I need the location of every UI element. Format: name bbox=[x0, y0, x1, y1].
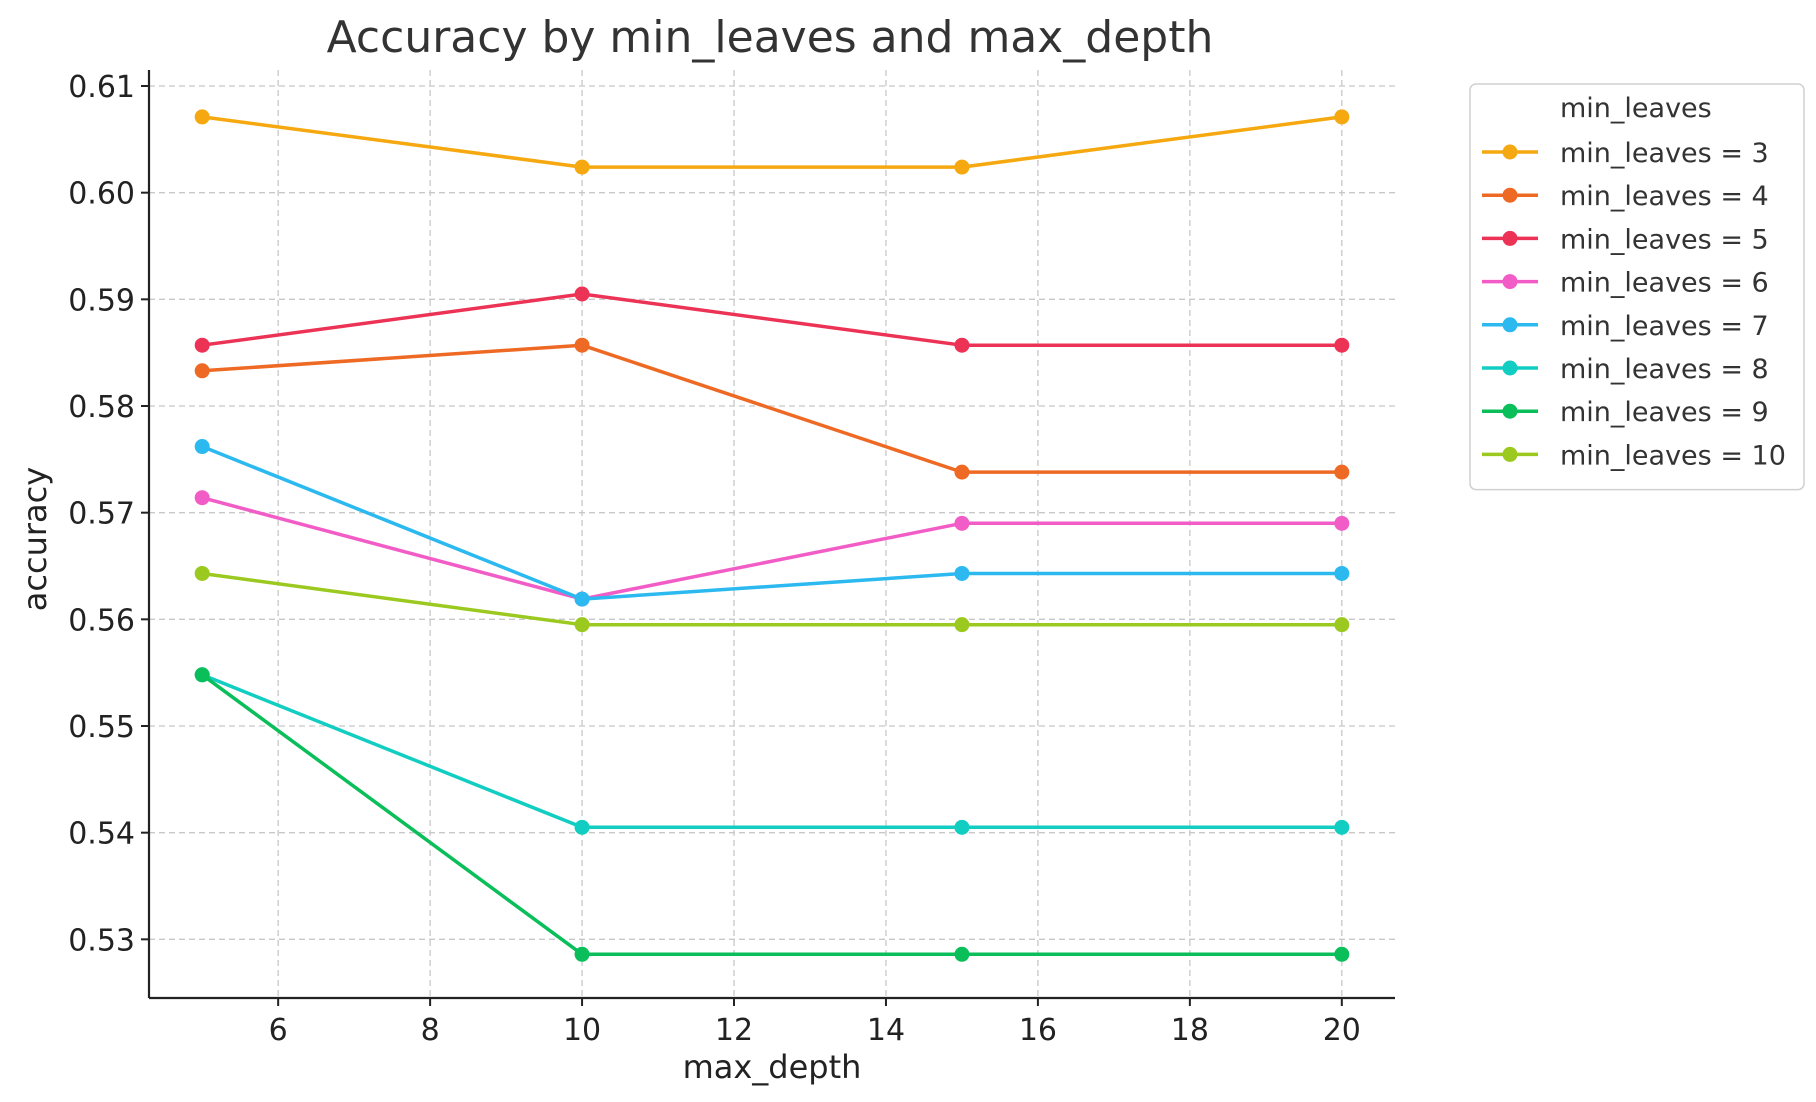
grid bbox=[149, 70, 1395, 998]
series-line bbox=[201, 292, 1342, 347]
legend-label: min_leaves = 9 bbox=[1560, 397, 1769, 428]
data-point bbox=[954, 337, 970, 353]
legend-swatch-marker bbox=[1502, 403, 1518, 419]
data-point bbox=[194, 439, 210, 455]
data-point bbox=[954, 819, 970, 835]
data-point bbox=[1334, 819, 1350, 835]
legend-entry: min_leaves = 10 bbox=[1482, 440, 1786, 471]
data-point bbox=[574, 591, 590, 607]
legend-title: min_leaves bbox=[1560, 93, 1712, 124]
data-point bbox=[1334, 565, 1350, 581]
y-axis-label: accuracy bbox=[16, 467, 54, 611]
chart-title: Accuracy by min_leaves and max_depth bbox=[327, 12, 1214, 63]
y-tick-label: 0.60 bbox=[68, 177, 135, 212]
data-point bbox=[954, 159, 970, 175]
y-tick-label: 0.58 bbox=[68, 390, 135, 425]
data-point bbox=[1334, 337, 1350, 353]
data-point bbox=[574, 946, 590, 962]
legend-entry: min_leaves = 5 bbox=[1482, 224, 1769, 255]
data-point bbox=[1334, 109, 1350, 125]
y-tick-label: 0.55 bbox=[68, 710, 135, 745]
data-point bbox=[1334, 515, 1350, 531]
y-tick-label: 0.57 bbox=[68, 497, 135, 532]
series-line bbox=[202, 343, 1342, 474]
series-line bbox=[201, 496, 1342, 601]
x-tick-label: 10 bbox=[563, 1013, 601, 1048]
series-line bbox=[201, 115, 1343, 169]
series-line bbox=[201, 571, 1342, 627]
data-point bbox=[574, 286, 590, 302]
series-line bbox=[201, 444, 1342, 601]
legend-label: min_leaves = 5 bbox=[1560, 224, 1769, 255]
data-point bbox=[954, 617, 970, 633]
x-tick-label: 8 bbox=[421, 1013, 440, 1048]
data-point bbox=[194, 490, 210, 506]
legend-entry: min_leaves = 4 bbox=[1482, 181, 1769, 212]
legend-label: min_leaves = 4 bbox=[1560, 181, 1769, 212]
legend-label: min_leaves = 7 bbox=[1560, 311, 1769, 342]
data-point bbox=[1334, 946, 1350, 962]
data-point bbox=[574, 819, 590, 835]
y-tick-label: 0.61 bbox=[68, 70, 135, 105]
y-tick-label: 0.53 bbox=[68, 923, 135, 958]
legend-swatch-marker bbox=[1502, 360, 1518, 376]
series-4 bbox=[194, 490, 1350, 607]
series-8 bbox=[194, 565, 1350, 633]
data-point bbox=[194, 337, 210, 353]
series-line bbox=[201, 673, 1342, 957]
series-5 bbox=[194, 439, 1350, 607]
data-point bbox=[194, 565, 210, 581]
series-3 bbox=[194, 286, 1350, 353]
x-tick-label: 20 bbox=[1323, 1013, 1361, 1048]
series-1 bbox=[194, 109, 1350, 175]
data-point bbox=[1334, 617, 1350, 633]
legend-entry: min_leaves = 6 bbox=[1482, 268, 1769, 299]
legend-swatch-marker bbox=[1502, 144, 1518, 160]
x-tick-label: 14 bbox=[867, 1013, 905, 1048]
series-2 bbox=[194, 337, 1350, 480]
data-point bbox=[954, 565, 970, 581]
data-point bbox=[954, 515, 970, 531]
series-6 bbox=[194, 667, 1350, 835]
legend-entry: min_leaves = 7 bbox=[1482, 311, 1769, 342]
legend: min_leaves min_leaves = 3 min_leaves = 4 mi… bbox=[1469, 83, 1805, 491]
legend-swatch-marker bbox=[1502, 317, 1518, 333]
x-tick-label: 18 bbox=[1171, 1013, 1209, 1048]
series-7 bbox=[194, 667, 1350, 962]
legend-frame bbox=[1469, 83, 1805, 491]
data-point bbox=[194, 109, 210, 125]
series-layer bbox=[194, 109, 1350, 962]
y-tick-label: 0.59 bbox=[68, 283, 135, 318]
data-point bbox=[194, 363, 210, 379]
y-tick-label: 0.56 bbox=[68, 603, 135, 638]
legend-label: min_leaves = 6 bbox=[1560, 268, 1769, 299]
data-point bbox=[1334, 464, 1350, 480]
y-tick-label: 0.54 bbox=[68, 817, 135, 852]
series-line bbox=[201, 673, 1342, 830]
legend-label: min_leaves = 3 bbox=[1560, 138, 1769, 169]
legend-swatch-marker bbox=[1502, 187, 1518, 203]
data-point bbox=[574, 617, 590, 633]
data-point bbox=[574, 159, 590, 175]
data-point bbox=[194, 667, 210, 683]
legend-swatch-marker bbox=[1502, 230, 1518, 246]
legend-swatch-marker bbox=[1502, 274, 1518, 290]
legend-entry: min_leaves = 8 bbox=[1482, 354, 1769, 385]
data-point bbox=[954, 464, 970, 480]
legend-label: min_leaves = 10 bbox=[1560, 440, 1786, 471]
x-axis-label: max_depth bbox=[683, 1048, 862, 1086]
data-point bbox=[574, 337, 590, 353]
legend-label: min_leaves = 8 bbox=[1560, 354, 1769, 385]
legend-entry: min_leaves = 3 bbox=[1482, 138, 1769, 169]
legend-entry: min_leaves = 9 bbox=[1482, 397, 1769, 428]
data-point bbox=[954, 946, 970, 962]
x-tick-label: 12 bbox=[715, 1013, 753, 1048]
axes: 6 8 10 12 14 16 18 20 0.53 0.54 0.55 0.56 0.57 0.58 0.… bbox=[68, 70, 1395, 1048]
x-tick-label: 6 bbox=[269, 1013, 288, 1048]
x-tick-label: 16 bbox=[1019, 1013, 1057, 1048]
legend-swatch-marker bbox=[1502, 446, 1518, 462]
